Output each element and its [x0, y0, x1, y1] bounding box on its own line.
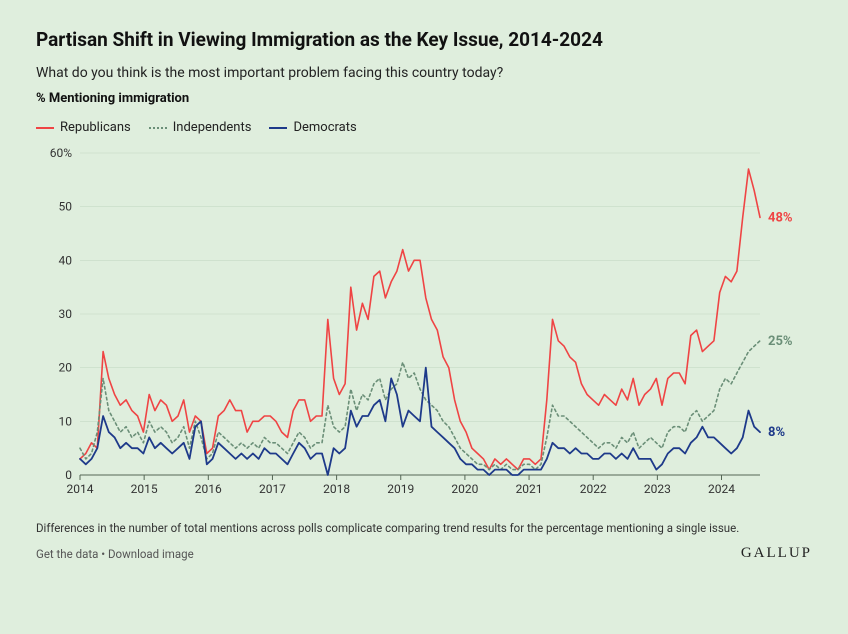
separator-dot: •: [101, 547, 105, 561]
svg-text:8%: 8%: [768, 425, 785, 440]
svg-text:60%: 60%: [50, 146, 72, 160]
chart-subtitle: What do you think is the most important …: [36, 65, 812, 81]
download-image-link[interactable]: Download image: [108, 547, 194, 561]
legend-label-rep: Republicans: [60, 120, 131, 135]
svg-text:48%: 48%: [768, 210, 793, 225]
get-data-link[interactable]: Get the data: [36, 547, 98, 561]
legend-label-ind: Independents: [173, 120, 252, 135]
svg-text:40: 40: [59, 253, 73, 267]
footnote: Differences in the number of total menti…: [36, 521, 812, 535]
legend: Republicans Independents Democrats: [36, 120, 812, 135]
svg-text:50: 50: [59, 200, 73, 214]
legend-swatch-dem: [269, 127, 287, 129]
svg-text:2024: 2024: [708, 482, 735, 496]
legend-swatch-rep: [36, 127, 54, 129]
legend-label-dem: Democrats: [293, 120, 356, 135]
svg-text:20: 20: [59, 361, 73, 375]
svg-text:2014: 2014: [67, 482, 94, 496]
svg-text:25%: 25%: [768, 334, 793, 349]
legend-swatch-ind: [149, 127, 167, 129]
svg-text:2021: 2021: [516, 482, 543, 496]
svg-text:0: 0: [65, 468, 72, 482]
svg-text:2015: 2015: [131, 482, 158, 496]
chart-title: Partisan Shift in Viewing Immigration as…: [36, 28, 812, 51]
svg-text:30: 30: [59, 307, 73, 321]
svg-text:2019: 2019: [387, 482, 414, 496]
legend-independents: Independents: [149, 120, 252, 135]
svg-text:2023: 2023: [644, 482, 671, 496]
svg-text:2020: 2020: [451, 482, 478, 496]
svg-text:2018: 2018: [323, 482, 350, 496]
legend-democrats: Democrats: [269, 120, 356, 135]
svg-text:2017: 2017: [259, 482, 286, 496]
brand-logo: GALLUP: [741, 545, 812, 562]
legend-republicans: Republicans: [36, 120, 131, 135]
footer-links: Get the data • Download image: [36, 547, 194, 561]
line-chart: 0 10 20 30 40 50 60% 2014 2015 2016 2017 2018 2019 20…: [36, 143, 812, 503]
svg-text:2022: 2022: [580, 482, 607, 496]
metric-label: % Mentioning immigration: [36, 91, 812, 106]
svg-text:10: 10: [59, 414, 73, 428]
svg-text:2016: 2016: [195, 482, 222, 496]
chart-svg: 0 10 20 30 40 50 60% 2014 2015 2016 2017 2018 2019 20…: [36, 143, 812, 503]
